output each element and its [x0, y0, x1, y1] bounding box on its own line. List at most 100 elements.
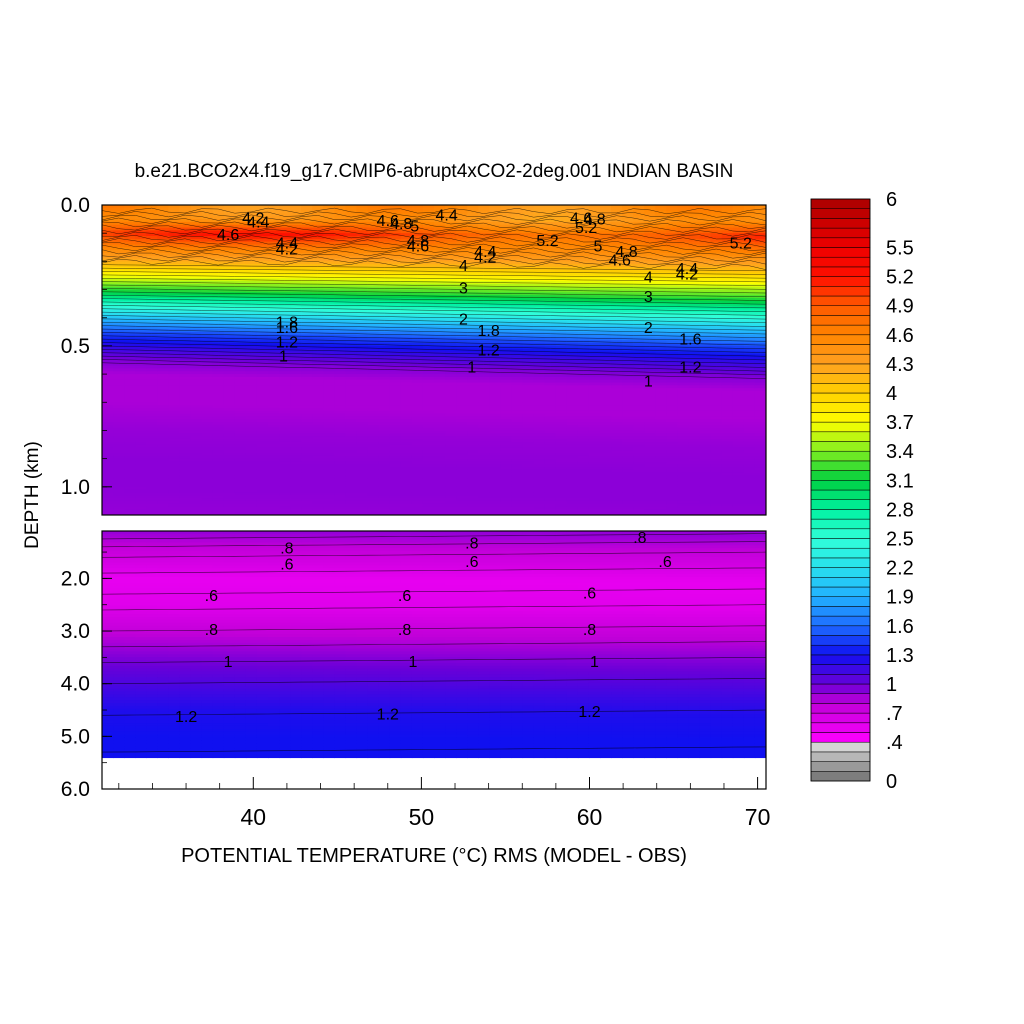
upper-field-cell — [201, 210, 214, 215]
upper-field-cell — [190, 464, 203, 468]
upper-field-cell — [400, 205, 413, 209]
upper-field-cell — [445, 219, 457, 223]
upper-field-cell — [190, 407, 203, 412]
upper-field-cell — [256, 258, 269, 262]
upper-field-cell — [245, 500, 258, 505]
upper-field-cell — [290, 481, 302, 485]
upper-field-cell — [478, 252, 490, 257]
upper-field-cell — [356, 275, 369, 279]
upper-field-cell — [190, 348, 203, 353]
upper-field-cell — [113, 374, 125, 378]
upper-field-cell — [544, 340, 557, 344]
upper-field-cell — [456, 314, 468, 319]
upper-field-cell — [456, 351, 468, 355]
upper-field-cell — [256, 219, 269, 223]
upper-field-cell — [124, 362, 136, 367]
upper-field-cell — [467, 396, 479, 401]
upper-field-cell — [456, 503, 468, 508]
upper-field-cell — [268, 512, 280, 515]
upper-field-cell — [268, 289, 280, 293]
upper-field-cell — [279, 396, 291, 401]
upper-field-cell — [422, 362, 435, 367]
upper-field-cell — [234, 329, 247, 333]
upper-field-cell — [334, 219, 347, 223]
upper-field-cell — [323, 227, 335, 231]
upper-field-cell — [356, 255, 369, 260]
upper-field-cell — [500, 303, 513, 308]
upper-field-cell — [555, 441, 568, 446]
upper-field-cell — [290, 467, 302, 471]
upper-field-cell — [456, 357, 468, 361]
upper-field-cell — [301, 345, 313, 350]
upper-field-cell — [190, 484, 203, 488]
upper-field-cell — [467, 503, 479, 508]
upper-field-cell — [500, 267, 513, 271]
upper-field-cell — [312, 227, 324, 231]
upper-field-cell — [256, 272, 269, 277]
upper-field-cell — [146, 376, 158, 381]
upper-field-cell — [522, 250, 535, 254]
upper-field-cell — [124, 478, 136, 482]
upper-field-cell — [345, 461, 358, 465]
upper-field-cell — [445, 427, 457, 432]
upper-field-cell — [577, 450, 590, 454]
upper-field-cell — [400, 300, 413, 305]
upper-field-cell — [577, 376, 590, 381]
upper-field-cell — [212, 267, 225, 271]
upper-field-cell — [400, 467, 413, 471]
upper-field-cell — [190, 269, 203, 274]
upper-field-cell — [279, 509, 291, 513]
upper-field-cell — [378, 326, 391, 330]
upper-field-cell — [478, 458, 490, 463]
upper-field-cell — [124, 236, 136, 240]
upper-field-cell — [378, 354, 391, 358]
upper-field-cell — [411, 475, 424, 479]
upper-field-cell — [157, 213, 169, 217]
upper-field-cell — [190, 283, 203, 288]
upper-field-cell — [223, 503, 236, 508]
upper-field-cell — [489, 210, 501, 215]
upper-field-cell — [588, 298, 601, 302]
upper-field-cell — [500, 269, 513, 274]
upper-field-cell — [367, 506, 380, 510]
upper-field-cell — [544, 419, 557, 423]
upper-field-cell — [555, 396, 568, 401]
upper-field-cell — [212, 455, 225, 460]
upper-field-cell — [577, 481, 590, 485]
upper-field-cell — [190, 444, 203, 448]
upper-field-cell — [411, 289, 424, 293]
upper-field-cell — [102, 362, 114, 367]
upper-field-cell — [566, 230, 579, 234]
upper-field-cell — [301, 264, 313, 268]
upper-field-cell — [544, 422, 557, 426]
upper-field-cell — [312, 388, 324, 392]
upper-field-cell — [400, 221, 413, 226]
upper-field-cell — [135, 241, 147, 246]
upper-field-cell — [268, 509, 280, 513]
upper-field-cell — [378, 303, 391, 308]
upper-field-cell — [146, 413, 158, 417]
upper-field-cell — [456, 509, 468, 513]
upper-field-cell — [256, 365, 269, 370]
upper-field-cell — [179, 292, 192, 296]
upper-field-cell — [223, 399, 236, 403]
upper-field-cell — [345, 267, 358, 271]
upper-field-cell — [345, 351, 358, 355]
upper-field-cell — [456, 326, 468, 330]
upper-field-cell — [234, 455, 247, 460]
upper-field-cell — [467, 486, 479, 491]
upper-field-cell — [279, 450, 291, 454]
upper-field-cell — [323, 247, 335, 251]
upper-field-cell — [290, 472, 302, 477]
upper-field-cell — [544, 283, 557, 288]
upper-field-cell — [312, 419, 324, 423]
upper-field-cell — [201, 337, 214, 341]
upper-field-cell — [555, 329, 568, 333]
upper-field-cell — [256, 416, 269, 420]
upper-field-cell — [378, 340, 391, 344]
upper-field-cell — [212, 323, 225, 327]
upper-field-cell — [566, 489, 579, 494]
upper-field-cell — [577, 469, 590, 474]
upper-field-cell — [323, 396, 335, 401]
upper-field-cell — [146, 450, 158, 454]
